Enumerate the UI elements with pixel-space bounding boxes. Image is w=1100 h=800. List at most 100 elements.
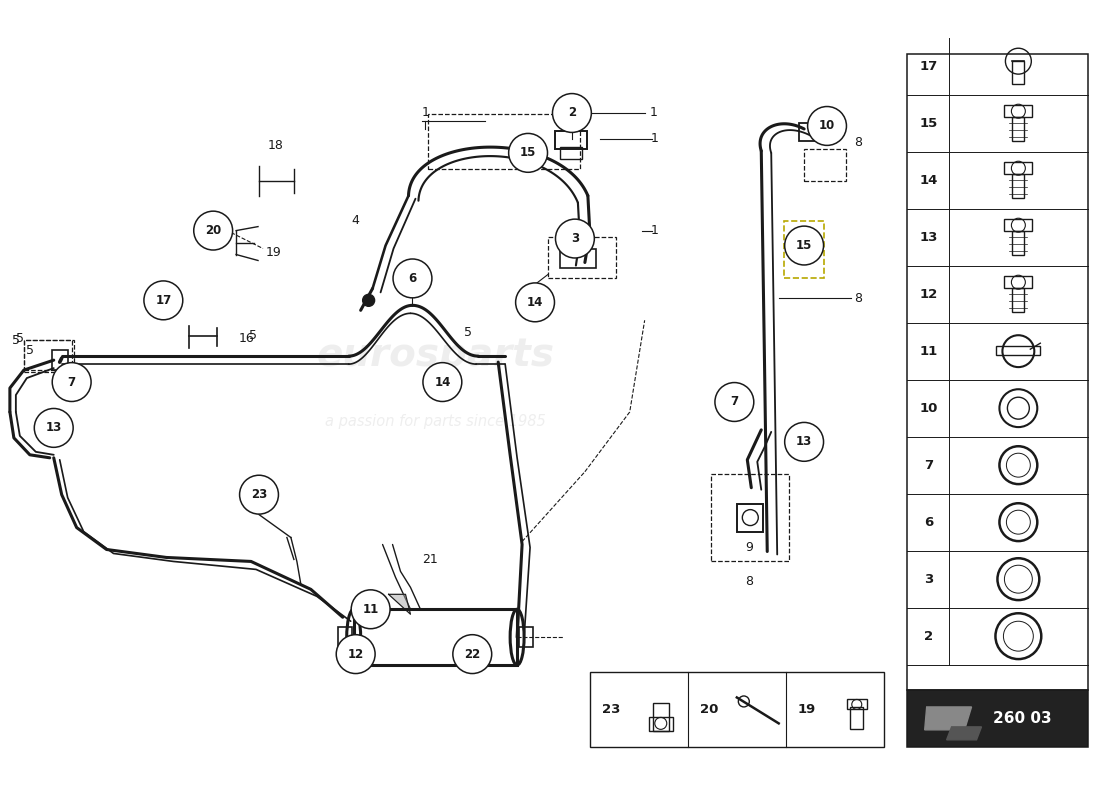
Text: 8: 8 (854, 292, 862, 305)
Text: 21: 21 (422, 553, 438, 566)
Text: 13: 13 (920, 230, 938, 244)
Circle shape (337, 634, 375, 674)
Circle shape (453, 634, 492, 674)
Text: eurosparts: eurosparts (317, 336, 554, 374)
Bar (737, 504, 763, 531)
Circle shape (351, 590, 390, 629)
Bar (519, 627, 534, 647)
Text: 5: 5 (12, 334, 20, 346)
Bar (1012, 231, 1024, 255)
Text: 19: 19 (798, 703, 816, 716)
Circle shape (784, 226, 824, 265)
Text: 1: 1 (650, 106, 658, 119)
Circle shape (508, 134, 548, 172)
Text: 8: 8 (746, 575, 754, 588)
Bar (804, 149, 846, 181)
Text: 15: 15 (920, 117, 938, 130)
Text: 3: 3 (924, 573, 933, 586)
Bar (1004, 219, 1032, 231)
Text: 17: 17 (155, 294, 172, 307)
Text: 14: 14 (527, 296, 543, 309)
Text: 10: 10 (818, 119, 835, 133)
Circle shape (363, 294, 375, 306)
Circle shape (240, 475, 278, 514)
Text: 5: 5 (25, 344, 34, 357)
Bar (590, 672, 883, 746)
Bar (799, 123, 827, 141)
Polygon shape (947, 727, 981, 740)
Circle shape (144, 281, 183, 320)
Text: 16: 16 (239, 332, 255, 345)
Bar (560, 249, 596, 269)
Bar (906, 54, 1088, 690)
Polygon shape (925, 707, 971, 730)
Text: 1: 1 (651, 224, 659, 237)
Polygon shape (388, 594, 410, 614)
Text: a passion for parts since 1985: a passion for parts since 1985 (324, 414, 546, 430)
Bar (1012, 117, 1024, 141)
Text: 14: 14 (434, 375, 451, 389)
Bar (997, 346, 1041, 355)
Text: 6: 6 (408, 272, 417, 285)
Text: 10: 10 (920, 402, 938, 414)
Bar (1012, 174, 1024, 198)
Text: 15: 15 (520, 146, 537, 159)
Text: 20: 20 (205, 224, 221, 237)
Text: 1: 1 (651, 133, 659, 146)
Text: 5: 5 (15, 332, 24, 345)
Bar (52, 350, 68, 370)
Bar (1004, 276, 1032, 288)
Bar (652, 703, 669, 731)
Text: 260 03: 260 03 (993, 710, 1052, 726)
Text: 14: 14 (920, 174, 938, 186)
Circle shape (556, 219, 594, 258)
Text: 7: 7 (730, 395, 738, 409)
Bar (847, 699, 867, 710)
Circle shape (34, 409, 74, 447)
Text: 5: 5 (249, 329, 257, 342)
Text: 12: 12 (920, 288, 938, 301)
Bar (784, 221, 824, 278)
Text: 1: 1 (421, 106, 429, 119)
Text: 7: 7 (67, 375, 76, 389)
Text: 2: 2 (568, 106, 576, 119)
Text: 17: 17 (920, 60, 938, 73)
Text: 3: 3 (571, 232, 579, 245)
Circle shape (52, 362, 91, 402)
Text: 9: 9 (746, 541, 754, 554)
Bar (548, 237, 616, 278)
Text: 12: 12 (348, 648, 364, 661)
Bar (1012, 61, 1024, 84)
Circle shape (715, 382, 754, 422)
Text: 6: 6 (924, 516, 933, 529)
Text: 23: 23 (251, 488, 267, 501)
Bar (712, 474, 789, 562)
Text: 13: 13 (45, 422, 62, 434)
Text: 20: 20 (700, 703, 718, 716)
Text: 13: 13 (796, 435, 812, 448)
Text: 4: 4 (352, 214, 360, 227)
Bar (354, 610, 517, 665)
Bar (556, 131, 587, 149)
Text: 2: 2 (924, 630, 933, 642)
Text: 7: 7 (924, 458, 933, 472)
Text: 19: 19 (266, 246, 282, 259)
Text: 11: 11 (920, 345, 938, 358)
Circle shape (552, 94, 592, 133)
Bar (428, 114, 580, 169)
Circle shape (422, 362, 462, 402)
Bar (24, 340, 74, 372)
Circle shape (807, 106, 847, 146)
Circle shape (393, 259, 432, 298)
Bar (649, 718, 673, 731)
Text: 18: 18 (268, 139, 284, 152)
Circle shape (194, 211, 232, 250)
Text: 15: 15 (796, 239, 812, 252)
Circle shape (516, 283, 554, 322)
Text: 5: 5 (464, 326, 472, 338)
Text: 22: 22 (464, 648, 481, 661)
Bar (1004, 162, 1032, 174)
Circle shape (784, 422, 824, 462)
Bar (24, 340, 72, 370)
Bar (1012, 288, 1024, 312)
